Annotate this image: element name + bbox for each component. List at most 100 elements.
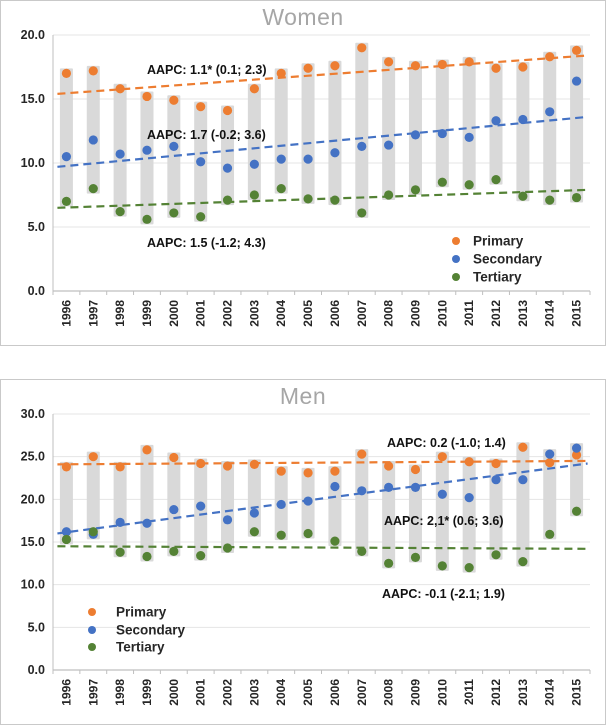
data-point-tertiary: [196, 551, 206, 561]
data-point-secondary: [222, 515, 233, 525]
legend-label: Secondary: [116, 623, 186, 638]
data-point-primary: [357, 449, 367, 459]
data-point-secondary: [464, 132, 474, 142]
legend-marker-secondary: [88, 626, 96, 634]
x-tick-label: 2011: [462, 679, 476, 705]
x-tick-label: 2007: [355, 300, 369, 327]
data-point-primary: [222, 105, 233, 116]
legend-label: Secondary: [473, 252, 543, 267]
x-tick-label: 2005: [301, 679, 315, 706]
x-tick-label: 2014: [543, 679, 557, 706]
data-point-secondary: [357, 486, 367, 496]
aapc-annotation: AAPC: 0.2 (-1.0; 1.4): [387, 436, 506, 450]
data-point-primary: [249, 84, 259, 94]
data-point-tertiary: [357, 208, 367, 218]
data-point-primary: [169, 452, 179, 463]
data-point-primary: [61, 462, 72, 472]
trend-line-primary: [57, 459, 588, 466]
legend-marker-tertiary: [88, 643, 96, 651]
data-point-tertiary: [115, 207, 125, 217]
data-point-tertiary: [384, 190, 394, 200]
data-point-tertiary: [410, 185, 421, 195]
data-point-tertiary: [222, 543, 233, 553]
data-point-tertiary: [303, 194, 313, 204]
range-bar: [462, 56, 476, 190]
trend-line-secondary: [57, 462, 588, 535]
data-point-primary: [357, 43, 367, 53]
trend-line-tertiary: [57, 188, 588, 209]
data-point-primary: [196, 458, 206, 469]
legend-label: Tertiary: [473, 270, 522, 285]
data-point-tertiary: [249, 527, 259, 537]
data-point-primary: [276, 466, 286, 476]
x-tick-label: 2005: [301, 300, 315, 327]
data-point-primary: [491, 458, 501, 469]
data-point-secondary: [464, 493, 474, 503]
legend-marker-primary: [452, 237, 460, 245]
data-point-primary: [384, 461, 394, 471]
data-point-tertiary: [88, 527, 98, 537]
x-tick-label: 1998: [113, 300, 127, 327]
data-point-secondary: [169, 141, 179, 151]
data-point-secondary: [437, 128, 447, 139]
data-point-secondary: [276, 499, 286, 510]
data-point-secondary: [330, 148, 340, 158]
data-point-tertiary: [330, 536, 340, 546]
x-tick-label: 2015: [570, 679, 584, 706]
y-tick-label: 0.0: [28, 663, 45, 677]
data-point-primary: [169, 95, 179, 105]
data-point-secondary: [491, 116, 501, 126]
men-chart-canvas: 0.0 5.0 10.0 15.0 20.0 25.0 30.0 1996 1997 1998 19…: [21, 407, 591, 706]
data-point-secondary: [410, 482, 421, 492]
range-bar: [435, 59, 449, 188]
data-point-tertiary: [276, 530, 286, 540]
y-tick-label: 5.0: [28, 620, 45, 634]
y-tick-label: 10.0: [21, 578, 45, 592]
y-tick-label: 20.0: [21, 28, 45, 42]
x-tick-label: 2007: [355, 679, 369, 706]
range-bar: [140, 91, 154, 225]
x-tick-label: 2008: [382, 679, 396, 706]
x-tick-label: 1997: [86, 300, 100, 327]
range-bar: [355, 42, 369, 218]
data-point-tertiary: [518, 191, 528, 201]
x-tick-label: 2010: [435, 679, 449, 706]
data-point-primary: [464, 457, 474, 467]
legend-marker-tertiary: [452, 273, 460, 281]
data-point-primary: [571, 45, 582, 55]
y-tick-label: 15.0: [21, 92, 45, 106]
trend-line-primary: [57, 54, 588, 95]
data-point-secondary: [384, 482, 394, 492]
data-point-tertiary: [115, 547, 125, 557]
data-point-primary: [571, 450, 582, 460]
aapc-annotation: AAPC: 1.7 (-0.2; 3.6): [147, 128, 266, 142]
y-tick-label: 15.0: [21, 535, 45, 549]
x-tick-label: 2004: [274, 679, 288, 706]
data-point-primary: [222, 461, 233, 471]
men-chart-panel: Men 0.0 5.0 10.0 15.0 20.0 25.0 30.0 1996 1997 19…: [0, 379, 606, 725]
data-point-secondary: [303, 154, 313, 164]
x-tick-label: 2006: [328, 300, 342, 327]
data-point-primary: [115, 462, 125, 472]
x-tick-label: 2004: [274, 300, 288, 327]
range-bar: [382, 56, 396, 200]
data-point-secondary: [518, 475, 528, 485]
x-tick-label: 1998: [113, 679, 127, 706]
data-point-primary: [142, 445, 152, 455]
range-bar: [274, 68, 288, 194]
data-point-primary: [115, 84, 125, 94]
y-tick-label: 5.0: [28, 220, 45, 234]
range-bar: [301, 63, 315, 204]
data-point-primary: [410, 464, 421, 475]
range-bar: [408, 60, 422, 195]
data-point-tertiary: [249, 190, 259, 200]
x-tick-label: 2001: [194, 300, 208, 327]
x-tick-label: 2012: [489, 679, 503, 706]
data-point-tertiary: [222, 195, 233, 205]
women-chart-title: Women: [262, 4, 344, 30]
data-point-primary: [384, 57, 394, 67]
data-point-secondary: [115, 149, 125, 159]
aapc-annotation: AAPC: 1.5 (-1.2; 4.3): [147, 236, 266, 250]
data-point-secondary: [88, 135, 98, 145]
legend-label: Primary: [116, 605, 167, 620]
